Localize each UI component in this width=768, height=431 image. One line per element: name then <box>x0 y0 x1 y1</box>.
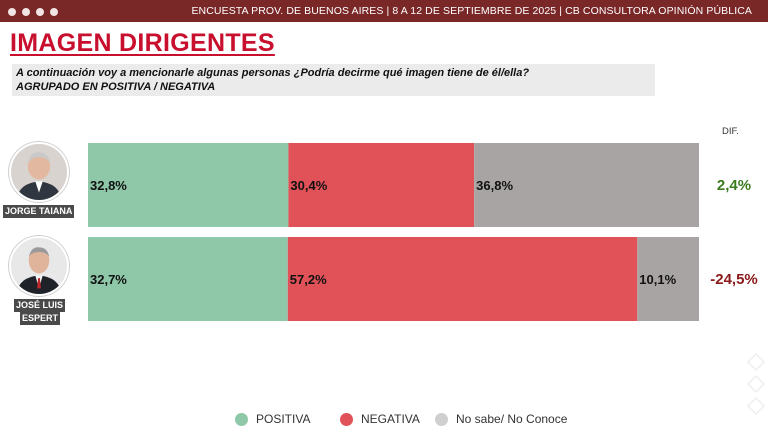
bar-segment-positiva <box>88 143 289 227</box>
person-name-line1: JOSÉ LUIS <box>14 299 66 312</box>
legend-label: POSITIVA <box>256 412 311 426</box>
decorative-pattern-icon <box>746 352 766 416</box>
bar-segment-negativa <box>287 237 638 321</box>
dot-icon <box>8 8 16 16</box>
dif-value: 2,4% <box>717 177 751 194</box>
window-dots <box>8 8 58 16</box>
legend-item-positiva: POSITIVA <box>235 412 310 426</box>
person-name-line2: ESPERT <box>20 312 61 325</box>
legend-dot-icon <box>435 412 448 426</box>
bar-segment-nosabe <box>474 143 699 227</box>
bar-segment-nosabe <box>637 237 699 321</box>
page-title: IMAGEN DIRIGENTES <box>10 29 275 57</box>
legend-item-nosabe: No sabe/ No Conoce <box>435 412 567 426</box>
survey-title: ENCUESTA PROV. DE BUENOS AIRES | 8 A 12 … <box>191 5 752 17</box>
avatar-jose-luis-espert <box>9 236 69 296</box>
question-subtitle: AGRUPADO EN POSITIVA / NEGATIVA <box>16 81 216 93</box>
legend-dot-icon <box>340 412 353 426</box>
chart-legend: POSITIVA NEGATIVA No sabe/ No Conoce <box>0 412 768 428</box>
person-portrait-icon <box>11 238 67 294</box>
bar-value-label: 32,7% <box>90 272 127 287</box>
legend-item-negativa: NEGATIVA <box>340 412 420 426</box>
top-bar: ENCUESTA PROV. DE BUENOS AIRES | 8 A 12 … <box>0 0 768 22</box>
bar-value-label: 57,2% <box>290 272 327 287</box>
bar-value-label: 30,4% <box>290 178 327 193</box>
bar-value-label: 32,8% <box>90 178 127 193</box>
bar-segment-positiva <box>88 237 288 321</box>
dif-value: -24,5% <box>710 271 758 288</box>
legend-label: No sabe/ No Conoce <box>456 412 568 426</box>
legend-label: NEGATIVA <box>361 412 420 426</box>
question-text: A continuación voy a mencionarle algunas… <box>16 67 530 79</box>
dif-header: DIF. <box>722 126 739 137</box>
person-portrait-icon <box>11 144 67 200</box>
avatar-jorge-taiana <box>9 142 69 202</box>
question-box: A continuación voy a mencionarle algunas… <box>12 64 655 96</box>
bar-value-label: 36,8% <box>476 178 513 193</box>
legend-dot-icon <box>235 412 248 426</box>
bar-value-label: 10,1% <box>639 272 676 287</box>
bar-segment-negativa <box>288 143 475 227</box>
dot-icon <box>36 8 44 16</box>
person-name: JORGE TAIANA <box>3 205 75 218</box>
dot-icon <box>50 8 58 16</box>
dot-icon <box>22 8 30 16</box>
